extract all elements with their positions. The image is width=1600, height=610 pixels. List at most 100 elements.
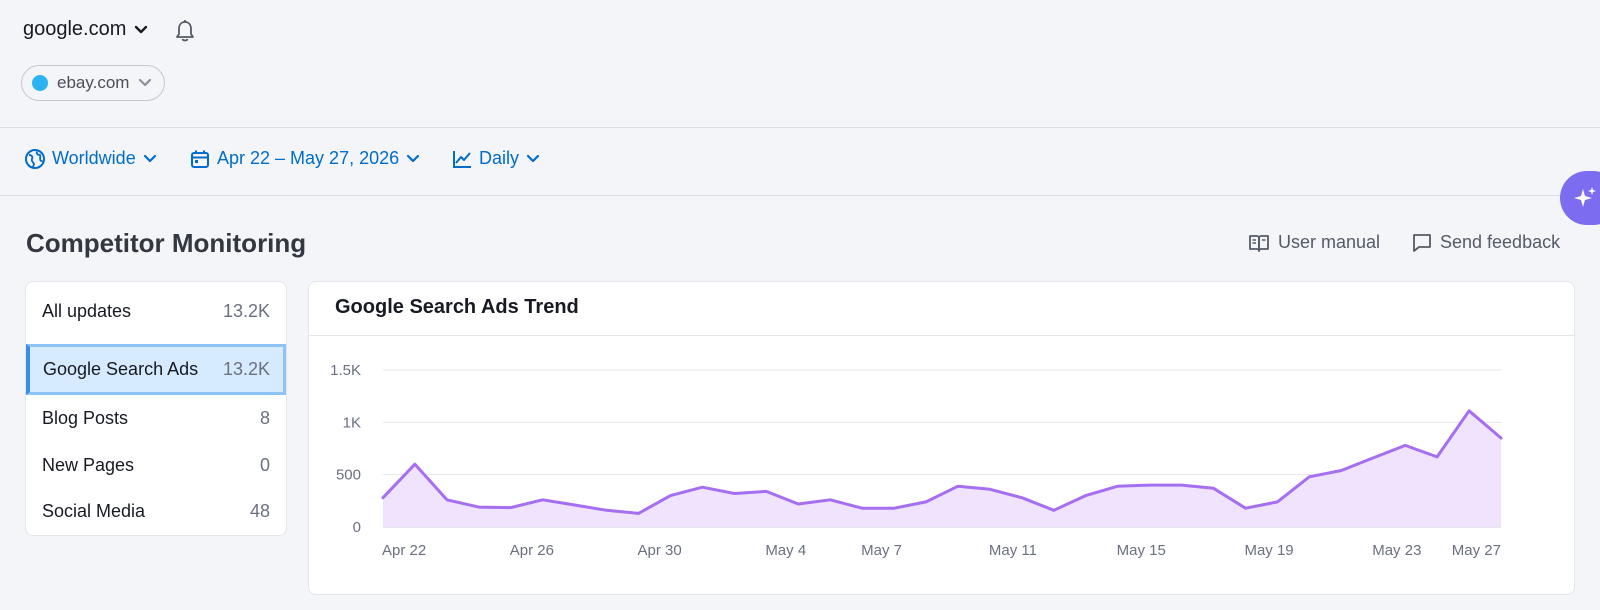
data-point [1052, 509, 1055, 512]
filter-bar: Worldwide Apr 22 – May 27, 2026 Daily [0, 128, 1600, 196]
data-point [829, 498, 832, 501]
data-point [1499, 436, 1503, 440]
y-tick-label: 500 [336, 467, 361, 484]
data-point [477, 505, 481, 509]
granularity-label: Daily [479, 148, 520, 168]
user-manual-label: User manual [1278, 232, 1381, 252]
category-google-search-ads[interactable]: Google Search Ads 13.2K [26, 344, 286, 395]
data-point [1340, 469, 1343, 472]
chevron-down-icon [139, 78, 152, 87]
trend-chart-card: Google Search Ads Trend 0 500 1K 1.5K Apr 22… [308, 281, 1575, 595]
data-point [445, 498, 449, 501]
data-point [1403, 444, 1407, 447]
top-bar: google.com ebay.com [0, 0, 1600, 128]
send-feedback-label: Send feedback [1440, 232, 1561, 252]
data-point [1212, 487, 1215, 490]
data-point [1180, 483, 1183, 487]
series-area [383, 410, 1501, 527]
x-tick-label: May 27 [1452, 542, 1501, 559]
category-label: Google Search Ads [43, 359, 199, 379]
granularity-filter[interactable]: Daily [452, 148, 540, 169]
category-list: All updates 13.2K Google Search Ads 13.2… [25, 281, 287, 536]
chart-title: Google Search Ads Trend [335, 296, 579, 318]
x-tick-label: May 7 [861, 542, 902, 559]
data-point [605, 509, 608, 512]
user-manual-link[interactable]: User manual [1248, 232, 1380, 253]
category-count: 48 [249, 500, 270, 521]
chevron-down-icon [143, 154, 156, 162]
data-point [381, 496, 385, 499]
data-point [1435, 455, 1439, 459]
data-point [701, 486, 704, 489]
data-point [637, 512, 640, 515]
category-count: 0 [259, 454, 270, 475]
data-point [797, 502, 800, 506]
data-point [860, 506, 864, 510]
category-all-updates[interactable]: All updates 13.2K [26, 286, 286, 336]
y-tick-label: 1K [343, 414, 361, 431]
category-label: Blog Posts [42, 407, 129, 428]
category-social-media[interactable]: Social Media 48 [26, 488, 286, 534]
data-point [956, 484, 960, 488]
send-feedback-link[interactable]: Send feedback [1412, 232, 1560, 253]
calendar-icon [191, 150, 209, 168]
data-point [1084, 494, 1087, 497]
domain-label: google.com [23, 18, 127, 40]
sparkle-icon [1574, 187, 1596, 207]
data-point [892, 506, 896, 510]
data-point [573, 503, 576, 507]
trend-chart[interactable]: 0 500 1K 1.5K Apr 22 Apr 26 Apr 30 May 4 May 7 Ma… [309, 336, 1576, 594]
domain-selector[interactable]: google.com [23, 18, 148, 41]
globe-icon [25, 148, 45, 169]
data-point [765, 490, 768, 493]
competitor-selector[interactable]: ebay.com [21, 65, 166, 101]
line-chart-icon [453, 150, 471, 168]
data-point [1148, 483, 1151, 487]
category-label: New Pages [42, 454, 135, 475]
date-range-label: Apr 22 – May 27, 2026 [217, 148, 400, 168]
category-label: All updates [42, 300, 132, 321]
bell-icon[interactable] [174, 19, 196, 43]
category-blog-posts[interactable]: Blog Posts 8 [26, 395, 286, 441]
category-count: 13.2K [222, 359, 270, 379]
series-line [381, 409, 1503, 515]
category-new-pages[interactable]: New Pages 0 [26, 442, 286, 488]
x-tick-label: May 4 [765, 542, 806, 559]
x-tick-label: Apr 30 [638, 542, 682, 559]
data-point [509, 506, 512, 509]
category-count: 13.2K [222, 300, 270, 321]
y-tick-label: 1.5K [330, 362, 361, 379]
data-point [541, 498, 544, 501]
data-point [1244, 506, 1247, 510]
x-tick-label: Apr 26 [510, 542, 554, 559]
data-point [1116, 484, 1119, 488]
data-point [924, 500, 928, 504]
ai-assistant-button[interactable] [1560, 171, 1600, 225]
data-point [1276, 500, 1279, 504]
x-tick-label: May 15 [1117, 542, 1166, 559]
book-icon [1249, 234, 1269, 252]
competitor-label: ebay.com [57, 73, 130, 92]
chevron-down-icon [135, 25, 148, 33]
data-point [1467, 409, 1471, 413]
data-point [413, 463, 417, 466]
message-icon [1413, 233, 1431, 252]
category-count: 8 [259, 407, 270, 428]
y-tick-label: 0 [353, 519, 361, 536]
chart-divider [309, 335, 1574, 336]
location-filter[interactable]: Worldwide [25, 148, 157, 169]
x-tick-label: May 19 [1244, 542, 1293, 559]
category-label: Social Media [42, 500, 146, 521]
date-range-filter[interactable]: Apr 22 – May 27, 2026 [190, 148, 420, 169]
competitor-color-dot [32, 75, 48, 91]
chevron-down-icon [526, 154, 540, 162]
data-point [988, 488, 992, 491]
data-point [1308, 475, 1311, 478]
data-point [1020, 496, 1024, 499]
location-label: Worldwide [52, 148, 136, 168]
data-point [733, 492, 736, 495]
data-point [1372, 456, 1375, 460]
chevron-down-icon [407, 154, 420, 162]
page-title: Competitor Monitoring [26, 228, 307, 258]
x-tick-label: May 23 [1372, 542, 1421, 559]
